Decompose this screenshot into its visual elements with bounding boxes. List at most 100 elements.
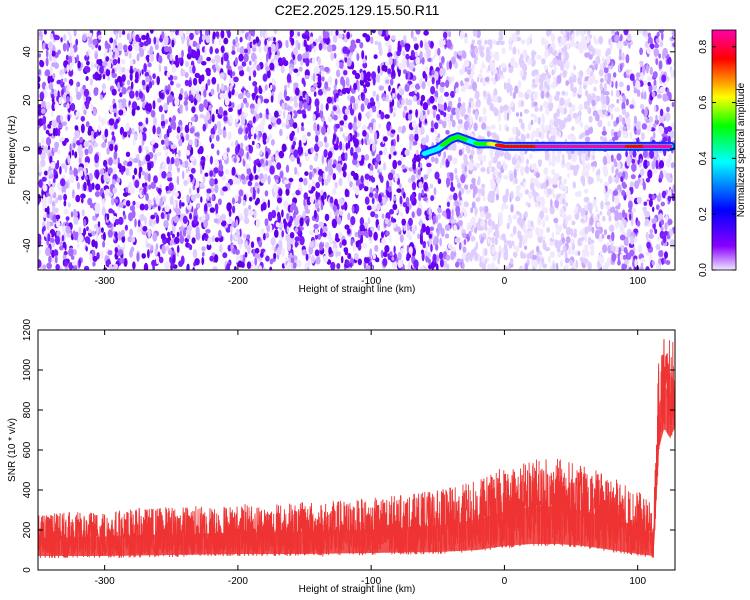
noise-speck — [287, 83, 290, 88]
noise-speck — [194, 137, 198, 148]
noise-speck — [529, 250, 533, 260]
noise-speck — [396, 134, 400, 143]
noise-speck — [248, 204, 252, 210]
noise-speck — [651, 91, 656, 98]
noise-speck — [138, 91, 144, 99]
noise-speck — [444, 91, 449, 97]
noise-speck — [165, 89, 170, 95]
noise-speck — [370, 211, 376, 218]
noise-speck — [195, 226, 200, 236]
noise-speck — [243, 207, 249, 218]
noise-speck — [164, 261, 170, 270]
noise-speck — [610, 103, 615, 109]
noise-speck — [278, 188, 283, 197]
noise-speck — [339, 210, 344, 216]
noise-speck — [234, 194, 239, 203]
noise-speck — [446, 95, 452, 101]
noise-speck — [305, 208, 310, 214]
noise-speck — [265, 232, 270, 239]
noise-speck — [114, 231, 118, 238]
noise-speck — [357, 258, 362, 266]
noise-speck — [507, 265, 511, 270]
noise-speck — [503, 104, 509, 111]
noise-speck — [261, 228, 265, 235]
noise-speck — [368, 192, 374, 198]
noise-speck — [665, 112, 671, 122]
noise-speck — [314, 249, 320, 257]
noise-speck — [660, 219, 665, 226]
noise-speck — [93, 132, 97, 139]
noise-speck — [393, 151, 397, 156]
noise-speck — [333, 114, 338, 121]
noise-speck — [334, 78, 338, 86]
noise-speck — [50, 173, 54, 179]
noise-speck — [652, 168, 658, 174]
noise-speck — [665, 172, 671, 180]
noise-speck — [604, 111, 608, 117]
noise-speck — [498, 150, 505, 157]
noise-speck — [296, 156, 300, 165]
noise-speck — [602, 215, 606, 222]
noise-speck — [562, 159, 565, 165]
noise-speck — [343, 201, 348, 211]
noise-speck — [522, 49, 528, 59]
noise-speck — [579, 230, 583, 236]
noise-speck — [629, 73, 635, 81]
noise-speck — [561, 213, 567, 218]
noise-speck — [509, 137, 515, 142]
noise-speck — [76, 182, 81, 190]
noise-speck — [477, 176, 481, 185]
noise-speck — [484, 76, 490, 82]
noise-speck — [648, 233, 654, 239]
noise-speck — [222, 152, 228, 161]
noise-speck — [569, 267, 576, 270]
noise-speck — [88, 37, 93, 45]
noise-speck — [361, 124, 367, 133]
noise-speck — [402, 192, 406, 199]
noise-speck — [593, 86, 597, 92]
noise-speck — [74, 130, 81, 139]
noise-speck — [364, 257, 370, 264]
noise-speck — [385, 61, 390, 67]
noise-speck — [139, 47, 145, 58]
noise-speck — [242, 254, 246, 264]
noise-speck — [176, 175, 180, 186]
noise-speck — [214, 158, 220, 169]
noise-speck — [53, 34, 59, 41]
noise-speck — [447, 155, 453, 162]
noise-speck — [240, 117, 246, 126]
noise-speck — [252, 94, 256, 101]
noise-speck — [564, 185, 568, 193]
noise-speck — [562, 245, 567, 253]
noise-speck — [367, 217, 371, 225]
noise-speck — [401, 164, 406, 170]
noise-speck — [386, 180, 390, 190]
noise-speck — [176, 126, 181, 134]
noise-speck — [424, 52, 427, 59]
noise-speck — [533, 259, 539, 268]
noise-speck — [323, 31, 330, 39]
noise-speck — [621, 263, 625, 270]
noise-speck — [265, 108, 269, 115]
noise-speck — [239, 36, 243, 43]
noise-speck — [318, 43, 323, 51]
noise-speck — [188, 162, 191, 168]
noise-speck — [530, 119, 534, 126]
noise-speck — [533, 101, 538, 107]
noise-speck — [462, 102, 466, 109]
noise-speck — [655, 58, 659, 66]
noise-speck — [191, 237, 196, 244]
noise-speck — [209, 207, 215, 213]
noise-speck — [595, 95, 601, 102]
noise-speck — [399, 195, 403, 205]
noise-speck — [275, 153, 279, 163]
noise-speck — [665, 76, 670, 82]
noise-speck — [141, 79, 146, 86]
noise-speck — [356, 132, 360, 137]
noise-speck — [326, 44, 333, 53]
noise-speck — [343, 70, 348, 76]
noise-speck — [176, 231, 180, 238]
noise-speck — [370, 36, 374, 44]
noise-speck — [178, 30, 184, 38]
noise-speck — [91, 239, 96, 248]
